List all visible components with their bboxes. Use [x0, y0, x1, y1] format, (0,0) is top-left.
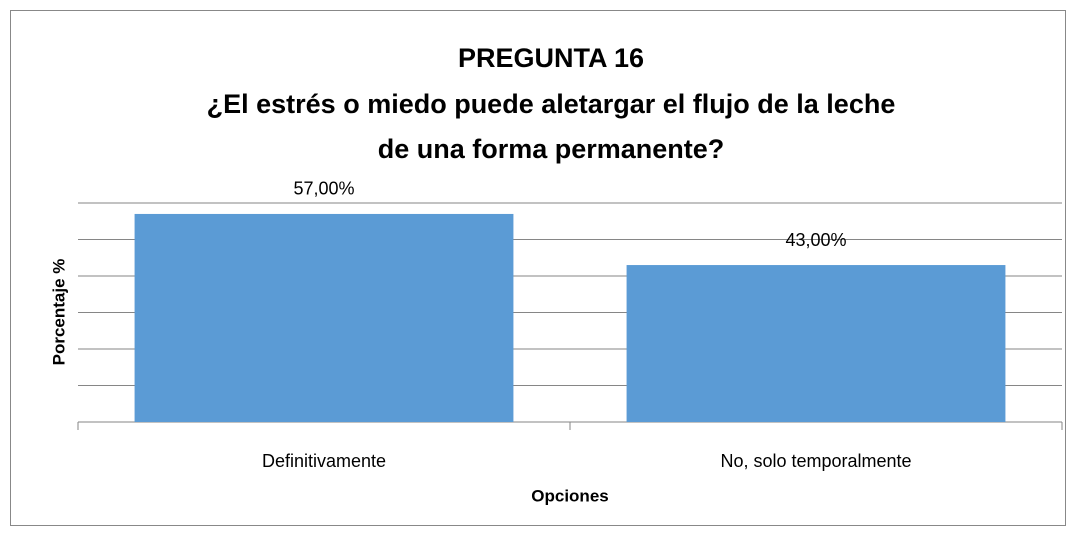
x-axis-title: Opciones [531, 486, 608, 505]
x-tick-label: No, solo temporalmente [720, 451, 911, 471]
x-tick-label: Definitivamente [262, 451, 386, 471]
chart-subtitle: de una forma permanente? [378, 134, 725, 164]
bar [626, 265, 1006, 422]
chart-title: PREGUNTA 16 [458, 43, 644, 73]
bar [134, 213, 514, 422]
chart-subtitle: ¿El estrés o miedo puede aletargar el fl… [207, 89, 896, 119]
y-axis-title: Porcentaje % [49, 259, 68, 366]
data-label: 57,00% [293, 179, 354, 199]
data-label: 43,00% [785, 230, 846, 250]
